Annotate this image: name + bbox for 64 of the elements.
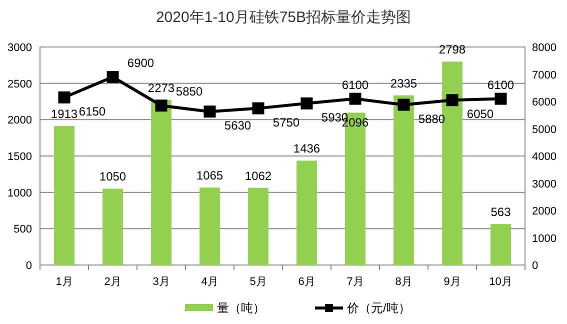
bar	[102, 188, 123, 265]
point	[398, 98, 410, 111]
point	[349, 92, 362, 105]
data-label: 1436	[293, 142, 320, 156]
point	[494, 92, 507, 105]
y-tick-label: 1000	[8, 187, 32, 200]
y2-tick-label: 5000	[532, 124, 556, 136]
y2-tick-label: 1000	[532, 232, 556, 245]
bar	[151, 100, 172, 265]
point	[446, 94, 458, 106]
bar	[394, 95, 414, 265]
y2-tick-label: 7000	[532, 69, 556, 82]
x-tick-label: 9月	[444, 276, 461, 288]
point	[106, 70, 119, 83]
x-tick-label: 2月	[104, 276, 122, 288]
x-tick-label: 8月	[395, 276, 412, 288]
data-label: 1050	[99, 170, 126, 184]
y-tick-label: 2500	[8, 78, 32, 90]
legend-label: 量（吨）	[217, 301, 265, 315]
data-label: 5750	[272, 115, 300, 130]
chart-title: 2020年1-10月硅铁75B招标量价走势图	[156, 9, 412, 26]
point	[252, 102, 264, 114]
y-tick-label: 500	[14, 224, 32, 236]
y2-tick-label: 3000	[532, 178, 556, 190]
data-label: 6900	[127, 56, 154, 70]
y-tick-label: 2000	[8, 114, 32, 127]
bar	[54, 126, 74, 265]
data-label: 2273	[148, 80, 175, 95]
legend-label: 价（元/吨）	[346, 301, 410, 315]
x-tick-label: 3月	[152, 276, 170, 288]
data-label: 563	[490, 205, 512, 220]
x-tick-label: 5月	[250, 276, 267, 288]
point	[155, 100, 168, 112]
data-label: 1062	[244, 168, 272, 183]
y2-tick-label: 8000	[532, 42, 556, 54]
bar	[248, 188, 268, 265]
data-label: 1065	[196, 168, 224, 183]
data-label: 6100	[487, 78, 514, 92]
data-label: 2335	[390, 76, 418, 90]
x-tick-label: 6月	[298, 276, 316, 288]
y-tick-label: 1500	[8, 151, 32, 163]
y2-tick-label: 4000	[532, 151, 556, 163]
y-tick-label: 0	[26, 260, 32, 272]
data-label: 5850	[176, 84, 203, 99]
point	[204, 106, 216, 118]
y2-tick-label: 0	[532, 260, 538, 272]
bar	[200, 188, 220, 265]
x-tick-label: 4月	[201, 276, 218, 288]
y-tick-label: 3000	[8, 42, 32, 54]
data-label: 6100	[342, 78, 369, 92]
bar	[296, 160, 317, 265]
x-tick-label: 10月	[489, 276, 512, 288]
x-tick-label: 1月	[56, 276, 73, 288]
data-label: 5630	[224, 118, 252, 133]
y2-tick-label: 6000	[532, 96, 556, 108]
data-label: 2798	[438, 42, 466, 57]
point	[300, 97, 313, 110]
bar	[490, 224, 511, 265]
y2-tick-label: 2000	[532, 206, 556, 218]
data-label: 1913	[50, 106, 78, 121]
data-label: 6050	[466, 107, 494, 122]
data-label: 6150	[78, 104, 106, 118]
point	[58, 91, 70, 104]
x-tick-label: 7月	[346, 276, 364, 288]
